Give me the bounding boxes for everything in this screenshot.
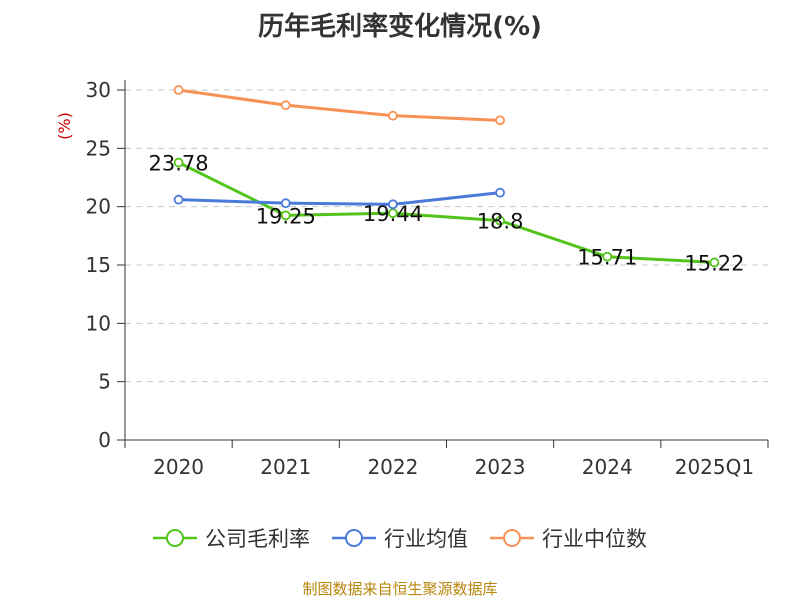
x-tick-label: 2023 (475, 455, 526, 479)
y-tick-label: 5 (98, 370, 111, 394)
legend-label: 行业均值 (384, 527, 468, 551)
y-tick-label: 15 (86, 253, 111, 277)
legend-swatch-marker (166, 529, 184, 547)
data-point (388, 199, 398, 210)
data-label: 23.78 (149, 152, 209, 176)
source-note: 制图数据来自恒生聚源数据库 (302, 580, 498, 598)
legend-swatch (490, 529, 534, 547)
data-label: 15.22 (684, 251, 744, 275)
data-point (495, 215, 505, 226)
y-axis-label: (%) (55, 112, 74, 140)
axes: 0 5 10 15 20 25 30 2020 2021 2022 2023 2024 2025Q1 (%… (55, 78, 769, 479)
y-tick-label: 10 (86, 311, 111, 335)
legend-swatch (332, 529, 376, 547)
legend: 公司毛利率 行业均值 行业中位数 (0, 518, 800, 558)
legend-item[interactable]: 行业均值 (332, 523, 468, 553)
data-point (280, 100, 291, 111)
legend-item[interactable]: 行业中位数 (490, 523, 647, 553)
x-tick-label: 2025Q1 (675, 455, 754, 479)
y-tick-label: 25 (86, 136, 111, 160)
data-labels: 23.78 19.25 19.44 18.8 15.71 15.22 (149, 152, 745, 276)
x-tick-label: 2020 (153, 455, 204, 479)
series-line (178, 191, 501, 206)
chart-title: 历年毛利率变化情况(%) (258, 12, 542, 42)
x-tick-label: 2024 (582, 455, 633, 479)
data-point (173, 85, 184, 95)
data-point (280, 210, 291, 221)
series-lines (173, 85, 720, 268)
y-tick-label: 20 (86, 195, 111, 219)
series-line (177, 161, 715, 264)
grid-lines (125, 89, 768, 383)
data-point (495, 187, 505, 198)
data-label: 15.71 (577, 246, 637, 270)
series-line (178, 88, 501, 122)
legend-swatch-marker (345, 529, 363, 547)
data-point (388, 110, 398, 121)
data-label: 19.44 (363, 202, 423, 226)
x-tick-label: 2021 (260, 455, 311, 479)
legend-item[interactable]: 公司毛利率 (153, 523, 310, 553)
x-tick-label: 2022 (367, 455, 418, 479)
data-label: 19.25 (256, 204, 316, 228)
data-point (602, 251, 613, 262)
data-point (495, 115, 505, 126)
data-point (709, 257, 720, 268)
y-tick-label: 30 (86, 78, 111, 102)
legend-label: 行业中位数 (542, 527, 647, 551)
data-point (173, 194, 184, 205)
legend-swatch (153, 529, 197, 547)
legend-label: 公司毛利率 (205, 527, 310, 551)
legend-swatch-marker (503, 529, 521, 547)
y-tick-label: 0 (98, 428, 111, 452)
data-label: 18.8 (477, 210, 524, 234)
data-point (280, 198, 291, 209)
data-point (173, 157, 184, 168)
